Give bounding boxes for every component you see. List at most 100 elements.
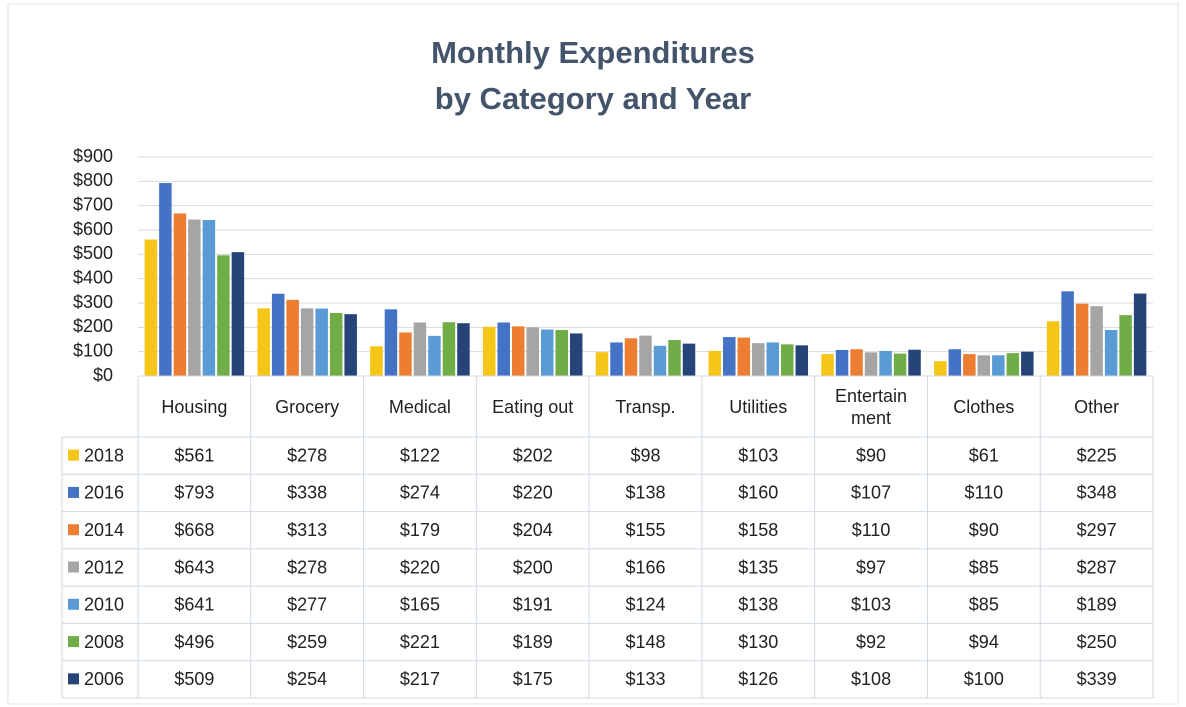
y-tick-label: $300 xyxy=(73,292,113,312)
table-cell: $90 xyxy=(856,445,886,465)
x-tick-label: Housing xyxy=(161,396,228,417)
table-cell: $61 xyxy=(969,445,999,465)
legend-label: 2014 xyxy=(84,520,124,540)
bar xyxy=(766,342,780,376)
bar xyxy=(217,255,230,376)
bar xyxy=(893,353,907,376)
table-cell: $103 xyxy=(851,595,891,615)
table-cell: $793 xyxy=(174,483,214,503)
bar xyxy=(344,314,357,376)
table-cell: $641 xyxy=(174,595,214,615)
table-cell: $338 xyxy=(287,483,327,503)
legend-swatch xyxy=(68,524,79,536)
table-cell: $179 xyxy=(400,520,440,540)
bar xyxy=(795,345,809,376)
bar xyxy=(482,326,496,376)
x-tick-label: Utilities xyxy=(729,396,788,417)
table-cell: $189 xyxy=(1077,595,1117,615)
x-tick-label: Clothes xyxy=(953,396,1015,417)
table-cell: $122 xyxy=(400,445,440,465)
table-cell: $339 xyxy=(1077,669,1117,689)
bar xyxy=(653,345,667,376)
bar xyxy=(413,322,427,376)
table-cell: $97 xyxy=(856,557,886,577)
table-cell: $135 xyxy=(738,557,778,577)
bar xyxy=(540,329,554,376)
chart-title: Monthly Expenditures by Category and Yea… xyxy=(431,35,755,116)
legend-swatch xyxy=(68,486,79,498)
table-cell: $126 xyxy=(738,669,778,689)
bar xyxy=(624,338,638,376)
bar xyxy=(442,322,456,376)
bar xyxy=(1104,330,1118,376)
table-cell: $287 xyxy=(1077,557,1117,577)
table-cell: $277 xyxy=(287,595,327,615)
table-cell: $166 xyxy=(625,557,665,577)
legend-swatch xyxy=(68,449,79,461)
table-cell: $189 xyxy=(513,632,553,652)
table-cell: $561 xyxy=(174,445,214,465)
bar xyxy=(526,327,539,376)
bar xyxy=(315,308,328,376)
y-tick-label: $0 xyxy=(93,365,113,385)
bar xyxy=(908,349,921,376)
frame xyxy=(7,3,1179,705)
x-tick-label: Other xyxy=(1074,396,1120,417)
bar xyxy=(188,219,201,376)
table-cell: $220 xyxy=(513,483,553,503)
y-tick-label: $100 xyxy=(73,340,113,360)
bar xyxy=(737,337,751,376)
table-cell: $204 xyxy=(513,520,553,540)
bar xyxy=(144,239,158,376)
bar xyxy=(595,352,609,376)
table-cell: $155 xyxy=(625,520,665,540)
table-cell: $110 xyxy=(964,483,1003,503)
table-cell: $278 xyxy=(287,557,327,577)
table-cell: $138 xyxy=(738,595,778,615)
bar xyxy=(1006,353,1020,376)
table-cell: $130 xyxy=(738,632,778,652)
table-cell: $175 xyxy=(513,669,553,689)
table-cell: $110 xyxy=(852,520,891,540)
table-cell: $158 xyxy=(738,520,778,540)
table-cell: $348 xyxy=(1077,483,1117,503)
bar xyxy=(668,339,681,376)
bar xyxy=(934,361,947,376)
legend-label: 2018 xyxy=(84,445,124,465)
bar xyxy=(497,322,510,376)
table-cell: $98 xyxy=(630,445,660,465)
bar xyxy=(835,349,849,376)
table-cell: $278 xyxy=(287,445,327,465)
bar xyxy=(511,326,525,376)
y-tick-label: $200 xyxy=(73,316,113,336)
table-cell: $133 xyxy=(625,669,665,689)
table-cell: $313 xyxy=(287,520,327,540)
table-cell: $90 xyxy=(969,520,999,540)
bar xyxy=(781,344,794,376)
bar xyxy=(682,343,696,376)
legend-label: 2006 xyxy=(84,669,124,689)
bar xyxy=(257,308,270,376)
x-tick-label: Medical xyxy=(388,396,451,417)
table-cell: $191 xyxy=(513,595,553,615)
bar xyxy=(231,252,245,376)
bar xyxy=(1075,303,1089,376)
table-cell: $668 xyxy=(174,520,214,540)
bar xyxy=(399,332,412,376)
table-cell: $94 xyxy=(969,632,999,652)
bar xyxy=(723,337,736,376)
bar xyxy=(992,355,1005,376)
table-cell: $250 xyxy=(1077,632,1117,652)
table-cell: $217 xyxy=(400,669,440,689)
table-cell: $225 xyxy=(1077,445,1117,465)
x-tick-label: Grocery xyxy=(275,396,340,417)
x-tick-label: Eating out xyxy=(492,396,574,417)
table-cell: $85 xyxy=(969,595,999,615)
bar xyxy=(948,349,962,376)
bar xyxy=(384,309,398,376)
y-tick-label: $900 xyxy=(73,146,113,166)
table-cell: $297 xyxy=(1077,520,1117,540)
table-cell: $100 xyxy=(964,669,1004,689)
table-cell: $509 xyxy=(174,669,214,689)
